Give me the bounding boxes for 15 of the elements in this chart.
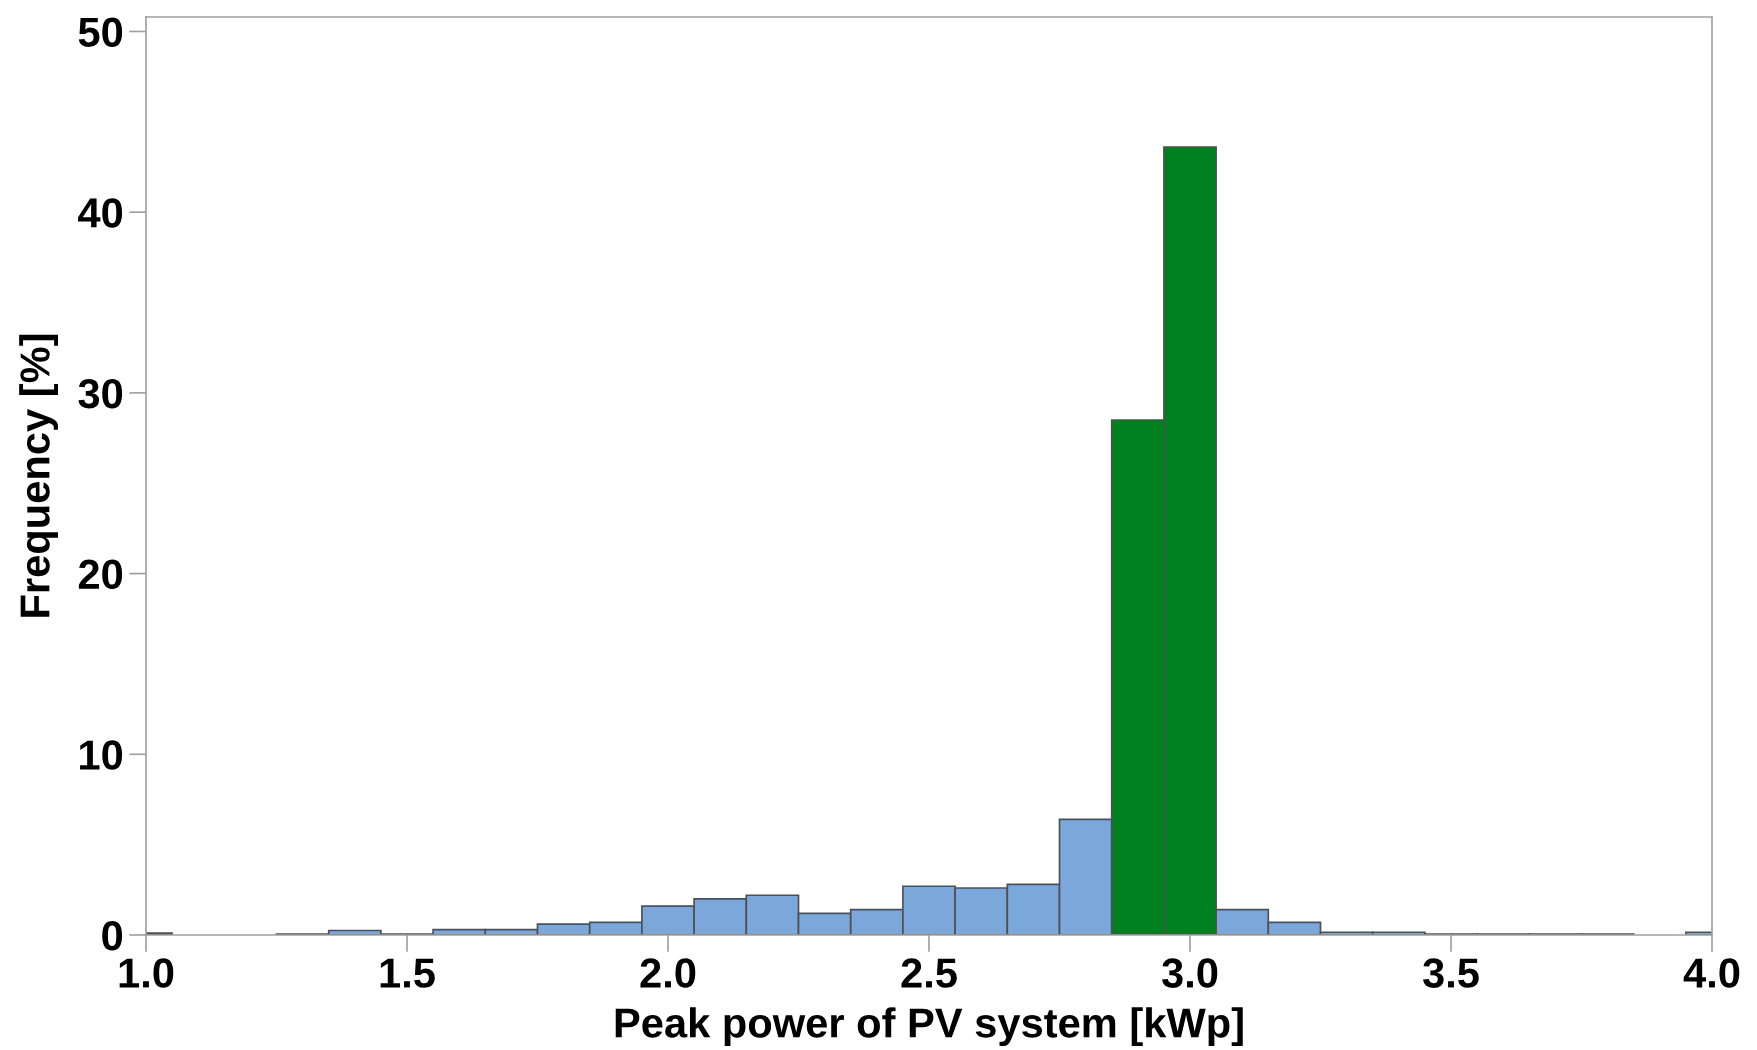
x-tick-label: 3.0: [1162, 958, 1218, 988]
y-tick-label: 40: [78, 198, 123, 228]
x-tick-label: 1.0: [119, 958, 174, 988]
x-tick-label: 2.5: [901, 958, 957, 988]
x-tick-label: 1.5: [380, 958, 435, 988]
y-tick-label: 30: [78, 378, 123, 409]
x-tick-label: 2.0: [640, 958, 696, 988]
y-tick-label: 50: [78, 17, 123, 47]
y-tick-label: 0: [102, 921, 123, 951]
y-tick-label: 10: [80, 740, 123, 770]
y-tick-label: 20: [78, 559, 123, 590]
x-tick-label: 4.0: [1683, 958, 1740, 988]
y-axis-title: Frequency [%]: [19, 334, 58, 617]
x-tick-label: 3.5: [1423, 958, 1479, 988]
x-axis-title: Peak power of PV system [kWp]: [615, 1007, 1243, 1047]
